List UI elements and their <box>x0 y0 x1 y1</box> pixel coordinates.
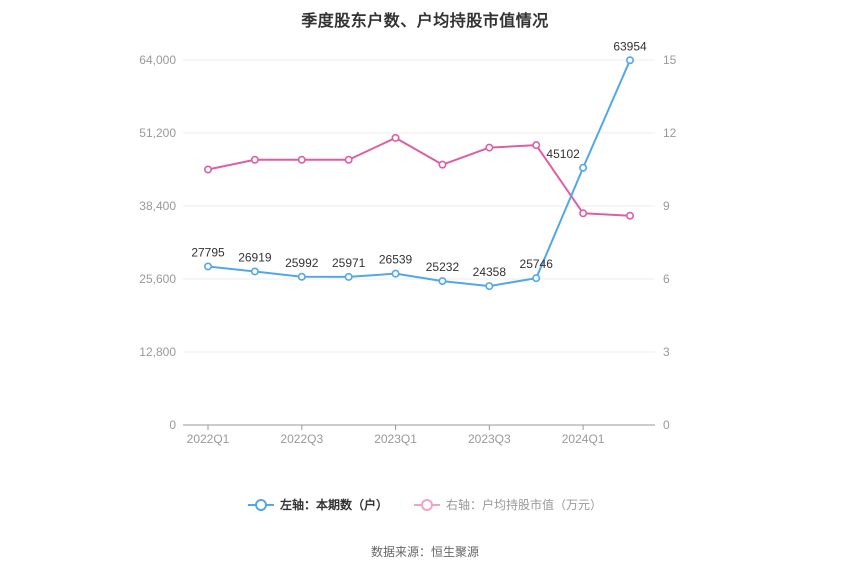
data-point <box>485 143 494 152</box>
right-axis-tick-label: 15 <box>663 53 677 67</box>
line-chart: 0 12,800 25,600 38,400 51,200 64,000 0 3 6 9 12 15 2… <box>139 39 677 446</box>
data-label: 63954 <box>613 39 647 53</box>
left-axis-tick-label: 25,600 <box>139 272 176 286</box>
series-line-market-value <box>207 136 631 217</box>
data-point <box>391 133 400 142</box>
data-label: 25992 <box>285 256 319 270</box>
x-axis-tick-label: 2023Q1 <box>374 432 417 446</box>
data-label: 25232 <box>426 260 460 274</box>
data-point <box>204 262 213 271</box>
data-point <box>391 269 400 278</box>
left-axis-tick-label: 51,200 <box>139 126 176 140</box>
data-point <box>438 160 447 169</box>
x-axis-tick-label: 2023Q3 <box>468 432 511 446</box>
data-point <box>250 267 259 276</box>
data-point <box>297 155 306 164</box>
right-axis-tick-label: 0 <box>663 418 670 432</box>
data-point <box>485 282 494 291</box>
data-point <box>344 272 353 281</box>
legend-label-right-axis: 右轴：户均持股市值（万元） <box>446 498 603 512</box>
data-point <box>250 155 259 164</box>
data-label: 25971 <box>332 256 366 270</box>
legend-item-left-axis[interactable]: 左轴：本期数（户） <box>247 496 388 513</box>
left-axis-tick-label: 38,400 <box>139 199 176 213</box>
series-line-shareholders <box>207 59 631 288</box>
chart-title: 季度股东户数、户均持股市值情况 <box>301 13 549 30</box>
left-axis-tick-label: 0 <box>169 418 176 432</box>
data-point <box>297 272 306 281</box>
legend-label-left-axis: 左轴：本期数（户） <box>279 498 388 512</box>
x-axis-tick-label: 2022Q1 <box>187 432 230 446</box>
data-label: 26539 <box>379 253 413 267</box>
data-point <box>579 209 588 218</box>
data-point <box>625 56 634 65</box>
data-label: 27795 <box>191 245 225 259</box>
data-source: 数据来源：恒生聚源 <box>370 545 479 559</box>
x-axis-tick-label: 2024Q1 <box>562 432 605 446</box>
pink-line-marker-icon <box>414 498 440 512</box>
data-label: 25746 <box>520 257 554 271</box>
data-point <box>532 141 541 150</box>
left-axis-tick-label: 64,000 <box>139 53 176 67</box>
data-point <box>204 165 213 174</box>
legend-item-right-axis[interactable]: 右轴：户均持股市值（万元） <box>414 496 602 513</box>
right-axis-tick-label: 9 <box>663 199 670 213</box>
right-axis-tick-label: 3 <box>663 345 670 359</box>
right-axis-tick-label: 12 <box>663 126 677 140</box>
left-axis-tick-label: 12,800 <box>139 345 176 359</box>
x-axis-tick-label: 2022Q3 <box>280 432 323 446</box>
data-point <box>532 274 541 283</box>
data-point <box>625 211 634 220</box>
data-point <box>579 163 588 172</box>
data-label: 45102 <box>546 147 580 161</box>
data-label: 24358 <box>473 265 507 279</box>
data-label: 26919 <box>238 250 272 264</box>
data-point <box>438 277 447 286</box>
blue-line-marker-icon <box>247 498 274 512</box>
right-axis-tick-label: 6 <box>663 272 670 286</box>
chart-legend: 左轴：本期数（户） 右轴：户均持股市值（万元） <box>0 496 850 513</box>
data-point <box>344 155 353 164</box>
